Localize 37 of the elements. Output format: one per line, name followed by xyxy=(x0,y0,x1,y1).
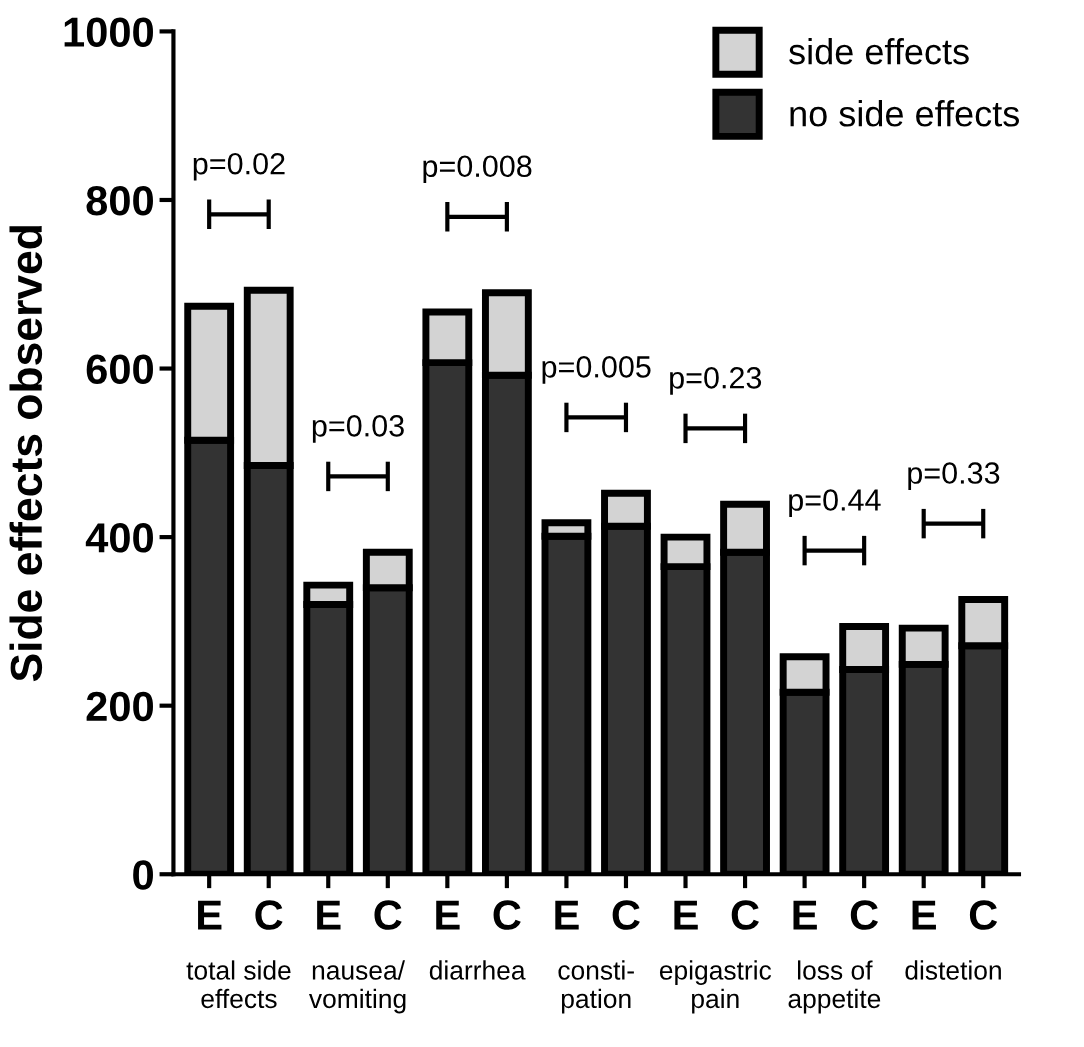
x-tick-label: E xyxy=(317,900,341,930)
annotation: p=0.33 xyxy=(908,462,1000,490)
x-tick-label: E xyxy=(198,900,222,930)
annotation: p=0.02 xyxy=(193,152,285,181)
x-tick-label: C xyxy=(731,900,759,930)
text: distetion xyxy=(905,960,1001,980)
text: nausea/ vomiting xyxy=(308,960,406,1014)
text: epigastric pain xyxy=(659,960,772,1014)
x-tick-label: E xyxy=(555,900,579,930)
y-tick-label: 600 xyxy=(86,354,153,385)
x-tick-label: E xyxy=(674,900,698,930)
y-tick-label: 400 xyxy=(85,523,153,553)
y-tick-label: 1000 xyxy=(64,17,153,47)
annotation: p=0.005 xyxy=(542,356,651,384)
x-tick-label: C xyxy=(850,900,879,930)
x-tick-label: E xyxy=(793,900,817,930)
y-tick-label: 0 xyxy=(133,860,153,890)
x-tick-label: E xyxy=(436,900,460,930)
y-tick-label: 800 xyxy=(86,185,153,216)
text: loss of appetite xyxy=(788,960,881,1014)
x-tick-label: C xyxy=(255,900,283,930)
legend-label: side effects xyxy=(789,37,969,65)
x-tick-label: C xyxy=(969,900,998,930)
x-tick-label: E xyxy=(912,900,936,930)
y-tick-label: 200 xyxy=(86,691,153,722)
text: total side effects xyxy=(186,960,291,1009)
annotation: p=0.44 xyxy=(789,489,881,517)
x-tick-label: C xyxy=(612,900,640,930)
text: diarrhea xyxy=(429,960,526,980)
y-axis-title: Side effects observed xyxy=(9,226,43,682)
x-tick-label: C xyxy=(374,900,402,930)
annotation: p=0.23 xyxy=(670,367,762,395)
text: consti- pation xyxy=(558,960,634,1014)
legend-label: no side effects xyxy=(790,100,1019,127)
annotation: p=0.008 xyxy=(423,155,532,184)
x-tick-label: C xyxy=(493,900,521,930)
annotation: p=0.03 xyxy=(312,415,404,443)
